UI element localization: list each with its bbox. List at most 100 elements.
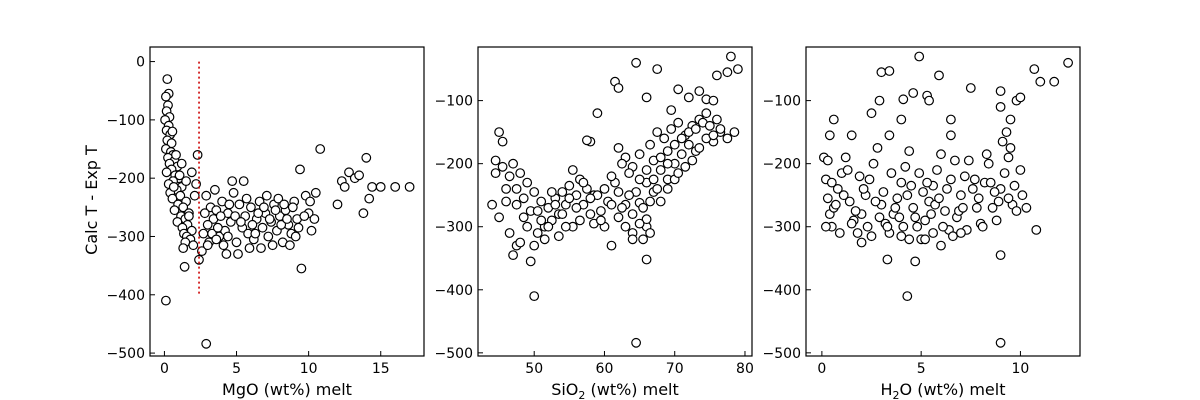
data-point	[160, 91, 171, 102]
data-point	[529, 291, 540, 302]
data-point	[934, 193, 944, 204]
data-point	[606, 240, 617, 251]
data-point	[543, 221, 554, 232]
data-point	[169, 205, 180, 216]
data-point	[224, 199, 235, 210]
data-point	[1029, 64, 1040, 74]
data-point	[557, 187, 568, 197]
data-point	[1003, 193, 1014, 204]
data-point	[708, 130, 719, 141]
data-point	[295, 164, 305, 175]
data-point	[620, 221, 631, 232]
data-point	[285, 240, 295, 251]
data-point	[914, 51, 925, 62]
scatter-points-mgo	[160, 74, 415, 349]
x-axis-label-mgo: MgO (wt%) melt	[222, 380, 352, 399]
data-point	[908, 202, 919, 213]
scatter-points-h2o	[819, 51, 1073, 348]
data-point	[722, 67, 733, 78]
data-point	[726, 51, 736, 62]
data-point	[870, 196, 881, 207]
data-point	[1063, 57, 1073, 68]
panel-mgo: MgO (wt%) melt 0 5 10 15 0 −100 −200 −300 −400 −5…	[107, 46, 425, 399]
data-point	[666, 105, 677, 115]
x-tick-label: 5	[232, 361, 241, 377]
data-point	[926, 209, 936, 220]
data-point	[645, 139, 655, 150]
data-point	[631, 57, 641, 68]
x-tick-label: 50	[525, 361, 543, 377]
data-point	[504, 228, 515, 238]
data-point	[936, 149, 946, 160]
data-point	[215, 211, 226, 222]
data-point	[1005, 142, 1016, 153]
data-point	[181, 176, 192, 187]
data-point	[669, 139, 680, 150]
data-point	[864, 174, 875, 185]
data-point	[354, 170, 365, 181]
data-point	[209, 184, 220, 195]
data-point	[934, 70, 944, 81]
data-point	[174, 170, 185, 181]
data-point	[985, 177, 996, 188]
data-point	[872, 142, 883, 153]
data-point	[299, 211, 310, 222]
data-point	[890, 202, 901, 213]
data-point	[912, 221, 923, 232]
data-point	[638, 234, 648, 245]
data-point	[948, 231, 958, 242]
data-point	[822, 155, 833, 166]
data-point	[655, 165, 666, 175]
data-point	[874, 212, 885, 223]
data-point	[822, 193, 833, 204]
data-point	[613, 83, 624, 93]
data-point	[270, 205, 281, 216]
data-point	[965, 83, 976, 93]
data-point	[241, 193, 252, 204]
data-point	[989, 187, 1000, 197]
data-point	[634, 218, 645, 229]
data-point	[253, 208, 264, 219]
data-point	[162, 74, 173, 84]
data-point	[680, 161, 691, 172]
data-point	[902, 190, 913, 201]
data-point	[250, 228, 261, 239]
data-point	[161, 167, 172, 178]
data-point	[652, 183, 663, 194]
data-point	[367, 181, 378, 192]
data-point	[969, 174, 980, 185]
data-point	[257, 222, 268, 233]
x-tick-label: 10	[1012, 361, 1030, 377]
data-point	[824, 130, 835, 141]
data-point	[247, 219, 258, 230]
data-point	[606, 199, 617, 210]
data-point	[704, 120, 715, 131]
data-point	[315, 144, 326, 154]
data-point	[178, 243, 189, 254]
data-point	[645, 228, 655, 238]
data-point	[550, 199, 561, 210]
data-point	[882, 254, 893, 265]
data-point	[557, 209, 568, 220]
data-point	[256, 243, 266, 254]
data-point	[652, 127, 663, 138]
y-tick-label: −500	[107, 346, 145, 362]
data-point	[641, 214, 652, 225]
data-point	[487, 199, 498, 210]
data-point	[276, 219, 287, 230]
data-point	[293, 222, 304, 233]
data-point	[956, 228, 966, 238]
data-point	[230, 211, 241, 222]
data-point	[946, 174, 956, 185]
data-point	[662, 183, 673, 194]
data-point	[199, 208, 210, 219]
data-point	[606, 171, 617, 182]
data-point	[582, 135, 592, 146]
y-tick-label: −300	[435, 220, 473, 236]
data-point	[892, 193, 903, 204]
data-point	[840, 152, 851, 163]
data-point	[846, 218, 857, 229]
data-point	[958, 202, 968, 213]
data-point	[1011, 206, 1022, 216]
